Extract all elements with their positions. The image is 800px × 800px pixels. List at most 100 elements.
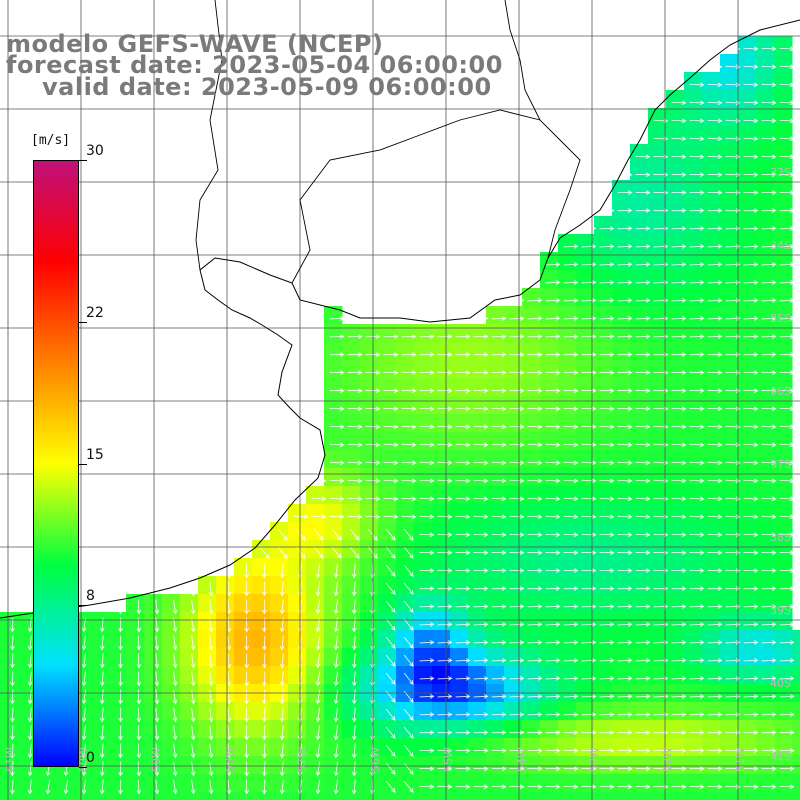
longitude-label: 58W (223, 747, 236, 772)
wind-arrow (761, 208, 777, 213)
speed-cell (702, 306, 721, 325)
wind-arrow (599, 406, 615, 412)
speed-cell (756, 90, 775, 109)
wind-arrow (563, 334, 579, 339)
speed-cell (612, 252, 631, 271)
speed-cell (270, 558, 289, 577)
wind-arrow (99, 743, 105, 759)
wind-arrow (599, 244, 615, 249)
speed-cell (684, 504, 703, 523)
speed-cell (774, 468, 793, 487)
wind-arrow (385, 726, 396, 739)
wind-arrow (725, 766, 741, 771)
speed-cell (180, 702, 199, 721)
wind-arrow (527, 550, 543, 555)
wind-arrow (599, 226, 615, 231)
speed-cell (162, 702, 181, 721)
speed-cell (450, 648, 469, 667)
speed-cell (702, 792, 721, 800)
speed-cell (342, 720, 361, 739)
speed-cell (180, 666, 199, 685)
speed-cell (378, 342, 397, 361)
speed-cell (756, 396, 775, 415)
speed-cell (720, 162, 739, 181)
speed-cell (90, 648, 109, 667)
wind-arrow (725, 658, 741, 663)
wind-arrow (725, 712, 741, 717)
wind-arrow (671, 622, 687, 627)
wind-arrow (509, 352, 525, 357)
speed-cell (594, 792, 613, 800)
speed-cell (576, 648, 595, 667)
wind-arrow (172, 779, 178, 795)
wind-arrow (473, 496, 489, 502)
speed-cell (684, 162, 703, 181)
wind-arrow (136, 671, 142, 687)
speed-cell (756, 792, 775, 800)
speed-cell (738, 198, 757, 217)
speed-cell (720, 288, 739, 307)
wind-arrow (635, 226, 651, 231)
speed-cell (252, 756, 271, 775)
speed-cell (468, 468, 487, 487)
wind-arrow (689, 226, 705, 231)
wind-arrow (118, 725, 123, 741)
speed-cell (738, 432, 757, 451)
speed-cell (126, 720, 145, 739)
speed-cell (198, 612, 217, 631)
speed-cell (756, 414, 775, 433)
wind-arrow (333, 761, 339, 777)
wind-arrow (172, 653, 178, 669)
wind-arrow (383, 370, 399, 375)
speed-cell (324, 486, 343, 505)
wind-arrow (401, 496, 417, 502)
speed-cell (774, 342, 793, 361)
wind-arrow (563, 550, 579, 555)
speed-cell (504, 378, 523, 397)
wind-arrow (27, 743, 33, 759)
wind-arrow (473, 640, 489, 645)
wind-arrow (689, 766, 705, 771)
speed-cell (342, 342, 361, 361)
wind-arrow (509, 496, 525, 502)
speed-cell (720, 504, 739, 523)
speed-cell (162, 648, 181, 667)
speed-cell (684, 720, 703, 739)
wind-arrow (545, 568, 561, 573)
speed-cell (666, 90, 685, 109)
speed-cell (216, 666, 235, 685)
speed-cell (630, 414, 649, 433)
wind-arrow (333, 563, 339, 579)
speed-cell (558, 792, 577, 800)
wind-arrow (761, 136, 777, 142)
wind-arrow (599, 514, 615, 520)
wind-arrow (635, 190, 651, 195)
wind-arrow (329, 388, 345, 393)
speed-cell (18, 630, 37, 649)
speed-cell (612, 666, 631, 685)
wind-arrow (707, 388, 723, 393)
speed-cell (558, 504, 577, 523)
wind-arrow (707, 676, 723, 681)
speed-cell (126, 792, 145, 800)
speed-cell (342, 522, 361, 541)
wind-arrow (491, 442, 507, 448)
speed-cell (288, 666, 307, 685)
wind-arrow (329, 352, 345, 357)
wind-arrow (329, 370, 345, 375)
wind-arrow (509, 388, 525, 393)
speed-cell (684, 486, 703, 505)
wind-arrow (311, 478, 327, 484)
wind-arrow (617, 730, 633, 735)
wind-arrow (226, 779, 232, 795)
wind-arrow (689, 676, 705, 681)
speed-cell (198, 594, 217, 613)
wind-arrow (779, 766, 795, 771)
speed-cell (522, 432, 541, 451)
wind-arrow (347, 406, 363, 412)
wind-arrow (725, 154, 741, 160)
wind-arrow (761, 280, 777, 285)
wind-arrow (491, 784, 507, 790)
speed-cell (756, 216, 775, 235)
